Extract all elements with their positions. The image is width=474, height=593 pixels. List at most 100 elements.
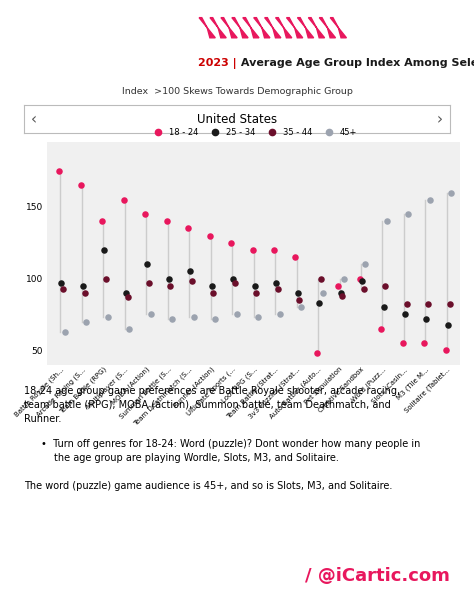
Point: [356, 274, 364, 283]
Point: [229, 274, 237, 283]
Point: [292, 253, 299, 262]
Point: [211, 314, 219, 324]
Point: [253, 288, 260, 298]
Text: / @iCartic.com: / @iCartic.com: [305, 567, 450, 585]
Point: [319, 288, 326, 298]
Point: [276, 310, 283, 319]
Point: [270, 245, 278, 254]
Text: 2023 |: 2023 |: [199, 58, 237, 69]
Point: [337, 288, 345, 298]
Point: [100, 245, 108, 254]
Point: [206, 231, 213, 240]
Text: ‹: ‹: [31, 111, 37, 127]
Point: [420, 339, 428, 348]
Point: [186, 267, 194, 276]
Point: [55, 166, 63, 176]
Point: [401, 310, 409, 319]
Point: [362, 260, 369, 269]
Point: [99, 216, 106, 226]
Text: United States: United States: [197, 113, 277, 126]
Point: [77, 181, 84, 190]
Polygon shape: [264, 18, 281, 38]
Point: [399, 339, 407, 348]
Point: [82, 317, 90, 326]
Point: [61, 327, 69, 336]
Legend: 18 - 24, 25 - 34, 35 - 44, 45+: 18 - 24, 25 - 34, 35 - 44, 45+: [146, 125, 361, 140]
Point: [102, 274, 110, 283]
Point: [273, 278, 280, 288]
Point: [249, 245, 256, 254]
Text: the age group are playing Wordle, Slots, M3, and Solitaire.: the age group are playing Wordle, Slots,…: [54, 453, 338, 463]
Point: [233, 310, 240, 319]
Point: [79, 281, 87, 291]
Point: [317, 274, 325, 283]
Point: [403, 299, 410, 309]
Point: [163, 216, 170, 226]
Point: [358, 277, 366, 286]
Point: [274, 284, 282, 294]
Polygon shape: [232, 18, 248, 38]
Point: [167, 281, 174, 291]
Point: [380, 302, 387, 312]
Point: [297, 302, 305, 312]
Point: [104, 313, 111, 322]
Polygon shape: [298, 18, 314, 38]
Polygon shape: [309, 18, 325, 38]
Point: [255, 313, 262, 322]
Point: [184, 224, 192, 233]
Point: [81, 288, 88, 298]
Point: [340, 274, 348, 283]
Point: [296, 295, 303, 305]
Point: [208, 281, 216, 291]
Point: [210, 288, 217, 298]
Point: [59, 284, 67, 294]
Point: [190, 313, 198, 322]
Polygon shape: [199, 18, 215, 38]
Point: [294, 288, 301, 298]
Point: [315, 298, 323, 308]
Point: [335, 281, 342, 291]
Point: [57, 278, 65, 288]
Point: [405, 209, 412, 219]
Point: [141, 209, 149, 219]
Point: [145, 278, 153, 288]
Point: [442, 346, 450, 355]
Point: [227, 238, 235, 247]
Point: [378, 324, 385, 334]
Polygon shape: [286, 18, 303, 38]
Point: [165, 274, 173, 283]
Point: [423, 314, 430, 324]
Text: The word (puzzle) game audience is 45+, and so is Slots, M3, and Solitaire.: The word (puzzle) game audience is 45+, …: [24, 482, 392, 492]
Polygon shape: [319, 18, 336, 38]
Point: [382, 281, 389, 291]
Text: Index  >100 Skews Towards Demographic Group: Index >100 Skews Towards Demographic Gro…: [121, 87, 353, 95]
Point: [426, 195, 434, 205]
Point: [447, 188, 455, 197]
Polygon shape: [210, 18, 226, 38]
Point: [231, 278, 239, 288]
Point: [424, 299, 432, 309]
Point: [313, 349, 321, 358]
Polygon shape: [330, 18, 346, 38]
Text: Average Age Group Index Among Select Subgenres: Average Age Group Index Among Select Sub…: [237, 58, 474, 68]
Point: [122, 288, 129, 298]
Point: [446, 299, 454, 309]
Text: •  Turn off genres for 18-24: Word (puzzle)? Dont wonder how many people in: • Turn off genres for 18-24: Word (puzzl…: [41, 439, 420, 449]
Point: [383, 216, 391, 226]
Point: [251, 281, 258, 291]
Polygon shape: [221, 18, 237, 38]
Point: [188, 277, 196, 286]
Point: [147, 310, 155, 319]
Text: Runner.: Runner.: [24, 414, 61, 424]
Text: ›: ›: [437, 111, 443, 127]
Point: [126, 324, 133, 334]
Point: [144, 260, 151, 269]
Point: [124, 292, 131, 302]
Point: [168, 314, 176, 324]
Text: 18-24 age group game preferences are Battle Royale shooter, arcade racing,: 18-24 age group game preferences are Bat…: [24, 386, 400, 396]
Point: [360, 284, 367, 294]
Polygon shape: [254, 18, 270, 38]
Point: [338, 291, 346, 301]
Polygon shape: [275, 18, 292, 38]
Polygon shape: [243, 18, 259, 38]
